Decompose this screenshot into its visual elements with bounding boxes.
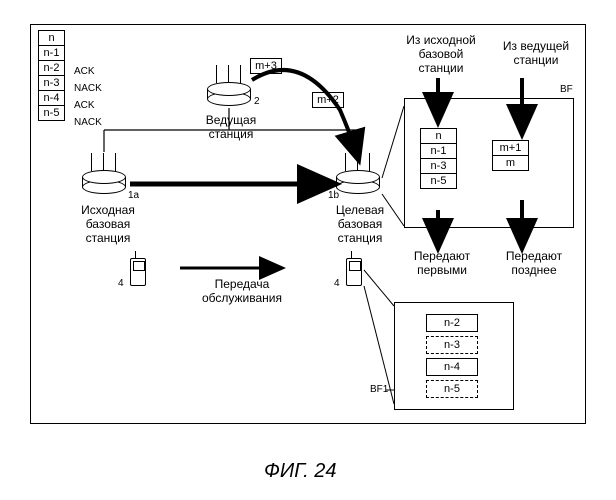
bf1-cell: n-5 — [426, 380, 478, 398]
leading-station-label: Ведущаястанция — [196, 114, 266, 142]
ack-table: nn-1n-2n-3n-4n-5 — [38, 30, 65, 121]
ack-status: ACK — [74, 100, 95, 112]
ack-status: NACK — [74, 83, 102, 95]
from-source-label: Из исходнойбазовойстанции — [398, 34, 484, 75]
bf-right-col: m+1m — [492, 140, 529, 171]
source-station — [82, 170, 126, 194]
tx-later-label: Передаютпозднее — [496, 250, 572, 278]
target-station — [336, 170, 380, 194]
from-leading-label: Из ведущейстанции — [498, 40, 574, 68]
source-station-id: 1a — [128, 190, 139, 202]
bf1-label: BF1 — [370, 384, 388, 396]
bf1-cell: n-3 — [426, 336, 478, 354]
bf1-cell: n-4 — [426, 358, 478, 376]
figure-caption: ФИГ. 24 — [264, 460, 336, 483]
target-station-label: Целеваябазоваястанция — [320, 204, 400, 245]
packet-m2: m+2 — [312, 92, 344, 108]
mobile-right-id: 4 — [334, 278, 340, 290]
bf-label: BF — [560, 84, 573, 96]
tx-first-label: Передаютпервыми — [404, 250, 480, 278]
mobile-left — [130, 258, 146, 286]
leading-station-id: 2 — [254, 96, 260, 108]
mobile-right — [346, 258, 362, 286]
bf1-cell: n-2 — [426, 314, 478, 332]
bf1-rows: n-2 n-3 n-4 n-5 — [426, 314, 478, 402]
source-station-label: Исходнаябазоваястанция — [68, 204, 148, 245]
target-station-id: 1b — [328, 190, 339, 202]
mobile-left-id: 4 — [118, 278, 124, 290]
ack-status: ACK — [74, 66, 95, 78]
handover-label: Передачаобслуживания — [192, 278, 292, 306]
leading-station — [207, 82, 251, 106]
packet-m3: m+3 — [250, 58, 282, 74]
bf-left-col: nn-1n-3n-5 — [420, 128, 457, 189]
ack-status: NACK — [74, 117, 102, 129]
diagram-canvas: nn-1n-2n-3n-4n-5 Ведущаястанция 2 Исходн… — [0, 0, 616, 500]
